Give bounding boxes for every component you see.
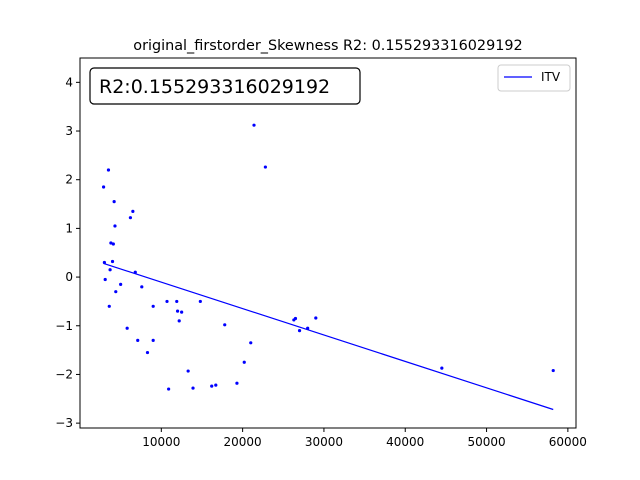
data-point bbox=[128, 216, 133, 220]
regression-series bbox=[103, 262, 554, 411]
data-point bbox=[151, 338, 155, 342]
data-point bbox=[102, 260, 106, 265]
annotation-box: R2:0.155293316029192 bbox=[89, 67, 361, 105]
data-point bbox=[106, 168, 111, 172]
data-point bbox=[131, 209, 135, 213]
data-point bbox=[249, 341, 253, 345]
data-point bbox=[223, 323, 227, 327]
data-point bbox=[242, 360, 246, 364]
data-point bbox=[136, 338, 140, 342]
data-point bbox=[112, 200, 116, 204]
data-point bbox=[297, 329, 302, 333]
y-tick-label: 2 bbox=[65, 173, 73, 187]
annotation-frame bbox=[89, 67, 361, 105]
data-point bbox=[151, 304, 155, 308]
data-point bbox=[113, 224, 117, 228]
x-tick-label: 40000 bbox=[386, 435, 424, 449]
data-point bbox=[108, 268, 112, 272]
x-tick-label: 20000 bbox=[224, 435, 262, 449]
x-tick-label: 60000 bbox=[549, 435, 587, 449]
data-point bbox=[314, 316, 318, 320]
data-point bbox=[214, 383, 218, 387]
data-point bbox=[145, 350, 150, 355]
data-point bbox=[125, 326, 129, 330]
data-point bbox=[252, 123, 256, 127]
regression-line bbox=[103, 262, 554, 411]
data-point bbox=[177, 319, 181, 323]
plot-frame bbox=[79, 57, 577, 429]
chart-title: original_firstorder_Skewness R2: 0.15529… bbox=[133, 38, 522, 54]
data-point bbox=[101, 185, 106, 189]
data-point bbox=[180, 310, 184, 314]
data-point bbox=[103, 277, 107, 282]
x-tick-label: 30000 bbox=[305, 435, 343, 449]
data-point bbox=[210, 384, 214, 388]
scatter-series bbox=[101, 123, 555, 391]
data-point bbox=[175, 299, 179, 304]
data-point bbox=[167, 387, 171, 391]
data-point bbox=[165, 299, 169, 304]
y-tick-label: −2 bbox=[55, 367, 73, 381]
data-point bbox=[109, 241, 113, 245]
legend-label-itv: ITV bbox=[541, 70, 561, 84]
data-point bbox=[119, 282, 123, 286]
data-point bbox=[175, 309, 180, 313]
y-axis: −3 −2 −1 0 1 2 3 4 bbox=[55, 75, 80, 430]
data-point bbox=[263, 165, 267, 169]
data-point bbox=[114, 290, 118, 294]
y-tick-label: 3 bbox=[65, 124, 73, 138]
plot-area bbox=[80, 58, 576, 428]
y-tick-label: −1 bbox=[55, 319, 73, 333]
data-point bbox=[235, 381, 239, 385]
y-tick-label: −3 bbox=[55, 416, 73, 430]
y-tick-label: 4 bbox=[65, 75, 73, 89]
x-axis: 10000 20000 30000 40000 50000 60000 bbox=[142, 428, 587, 449]
data-point bbox=[293, 316, 298, 321]
annotation-text: R2:0.155293316029192 bbox=[99, 76, 330, 98]
legend-frame bbox=[497, 64, 571, 92]
data-point bbox=[107, 304, 111, 308]
data-point bbox=[140, 285, 144, 289]
data-point bbox=[551, 368, 555, 373]
x-tick-label: 50000 bbox=[467, 435, 505, 449]
data-point bbox=[110, 259, 115, 264]
data-point bbox=[111, 242, 115, 246]
x-tick-label: 10000 bbox=[142, 435, 180, 449]
legend: ITV bbox=[497, 64, 571, 92]
y-tick-label: 0 bbox=[65, 270, 73, 284]
data-point bbox=[440, 366, 444, 370]
data-point bbox=[191, 386, 195, 390]
y-tick-label: 1 bbox=[65, 221, 73, 235]
data-point bbox=[186, 369, 190, 373]
data-point bbox=[198, 299, 202, 304]
